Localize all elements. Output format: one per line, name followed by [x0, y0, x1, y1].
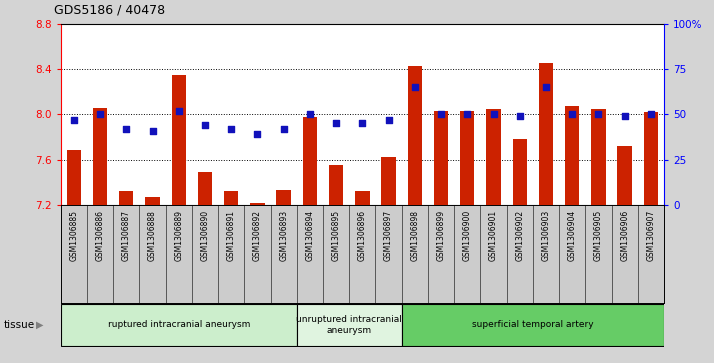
Text: GSM1306900: GSM1306900 [463, 210, 472, 261]
Text: unruptured intracranial
aneurysm: unruptured intracranial aneurysm [296, 315, 402, 335]
Bar [66, 150, 81, 205]
Bar [434, 111, 448, 205]
Text: GSM1306891: GSM1306891 [227, 210, 236, 261]
Point [278, 126, 289, 132]
Point [252, 131, 263, 137]
Point [199, 122, 211, 128]
Text: GSM1306892: GSM1306892 [253, 210, 262, 261]
Point [147, 128, 159, 134]
Point [304, 111, 316, 117]
Point [436, 111, 447, 117]
Text: GSM1306897: GSM1306897 [384, 210, 393, 261]
Bar [618, 146, 632, 205]
Bar [355, 192, 370, 205]
Point [514, 113, 526, 119]
Point [94, 111, 106, 117]
Text: GSM1306889: GSM1306889 [174, 210, 183, 261]
Point [619, 113, 630, 119]
Text: GSM1306888: GSM1306888 [148, 210, 157, 261]
FancyBboxPatch shape [402, 304, 664, 346]
Bar [224, 192, 238, 205]
Point [356, 121, 368, 126]
Bar [591, 109, 605, 205]
Text: GSM1306907: GSM1306907 [646, 210, 655, 261]
Bar [644, 112, 658, 205]
Text: GSM1306895: GSM1306895 [331, 210, 341, 261]
Text: GSM1306903: GSM1306903 [541, 210, 550, 261]
Text: GSM1306886: GSM1306886 [96, 210, 104, 261]
Text: GSM1306894: GSM1306894 [306, 210, 314, 261]
Text: ruptured intracranial aneurysm: ruptured intracranial aneurysm [108, 321, 250, 329]
Bar [276, 190, 291, 205]
Text: GDS5186 / 40478: GDS5186 / 40478 [54, 4, 165, 17]
Text: GSM1306904: GSM1306904 [568, 210, 577, 261]
Text: GSM1306896: GSM1306896 [358, 210, 367, 261]
Text: superficial temporal artery: superficial temporal artery [472, 321, 593, 329]
Bar [303, 117, 317, 205]
Bar [145, 197, 160, 205]
Text: GSM1306902: GSM1306902 [516, 210, 524, 261]
Text: tissue: tissue [4, 320, 35, 330]
Text: GSM1306887: GSM1306887 [122, 210, 131, 261]
Point [461, 111, 473, 117]
Bar [565, 106, 580, 205]
Point [645, 111, 657, 117]
Point [409, 84, 421, 90]
Text: GSM1306885: GSM1306885 [69, 210, 79, 261]
Point [593, 111, 604, 117]
Bar [198, 172, 212, 205]
Point [566, 111, 578, 117]
Bar [486, 109, 501, 205]
Text: GSM1306899: GSM1306899 [436, 210, 446, 261]
Point [331, 121, 342, 126]
Point [68, 117, 79, 123]
Bar [93, 107, 107, 205]
Point [173, 108, 184, 114]
Bar [119, 192, 134, 205]
Text: GSM1306901: GSM1306901 [489, 210, 498, 261]
Text: GSM1306898: GSM1306898 [411, 210, 419, 261]
Point [121, 126, 132, 132]
Bar [513, 139, 527, 205]
FancyBboxPatch shape [61, 304, 297, 346]
Text: GSM1306893: GSM1306893 [279, 210, 288, 261]
FancyBboxPatch shape [297, 304, 402, 346]
Bar [250, 203, 265, 205]
Bar [408, 66, 422, 205]
Bar [381, 158, 396, 205]
Text: GSM1306906: GSM1306906 [620, 210, 629, 261]
Point [488, 111, 499, 117]
Bar [539, 63, 553, 205]
Text: ▶: ▶ [36, 320, 43, 330]
Point [540, 84, 552, 90]
Text: GSM1306905: GSM1306905 [594, 210, 603, 261]
Text: GSM1306890: GSM1306890 [201, 210, 209, 261]
Bar [460, 111, 475, 205]
Point [383, 117, 394, 123]
Bar [329, 166, 343, 205]
Point [226, 126, 237, 132]
Bar [171, 75, 186, 205]
